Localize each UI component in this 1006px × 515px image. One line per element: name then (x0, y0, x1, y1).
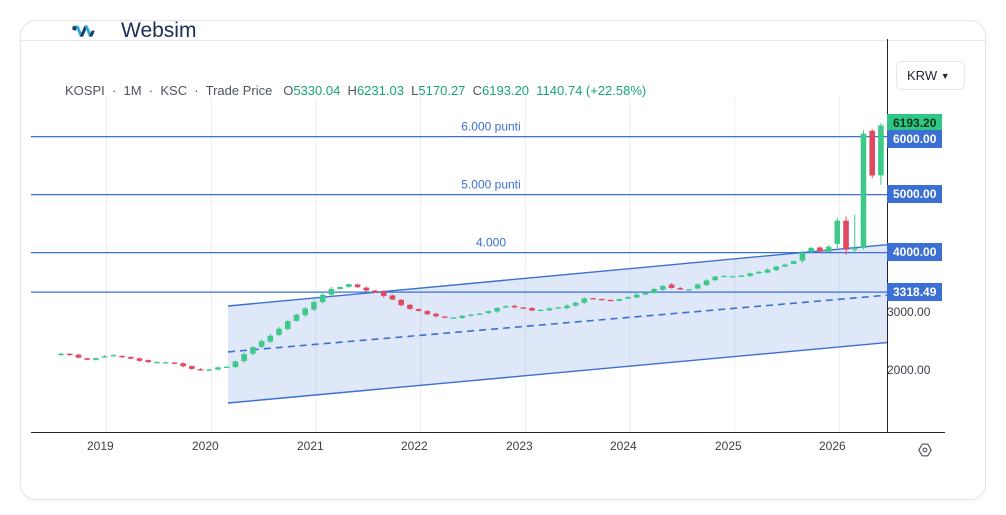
svg-text:6.000 punti: 6.000 punti (461, 120, 520, 134)
svg-text:4.000: 4.000 (476, 236, 506, 250)
svg-text:5.000 punti: 5.000 punti (461, 178, 520, 192)
